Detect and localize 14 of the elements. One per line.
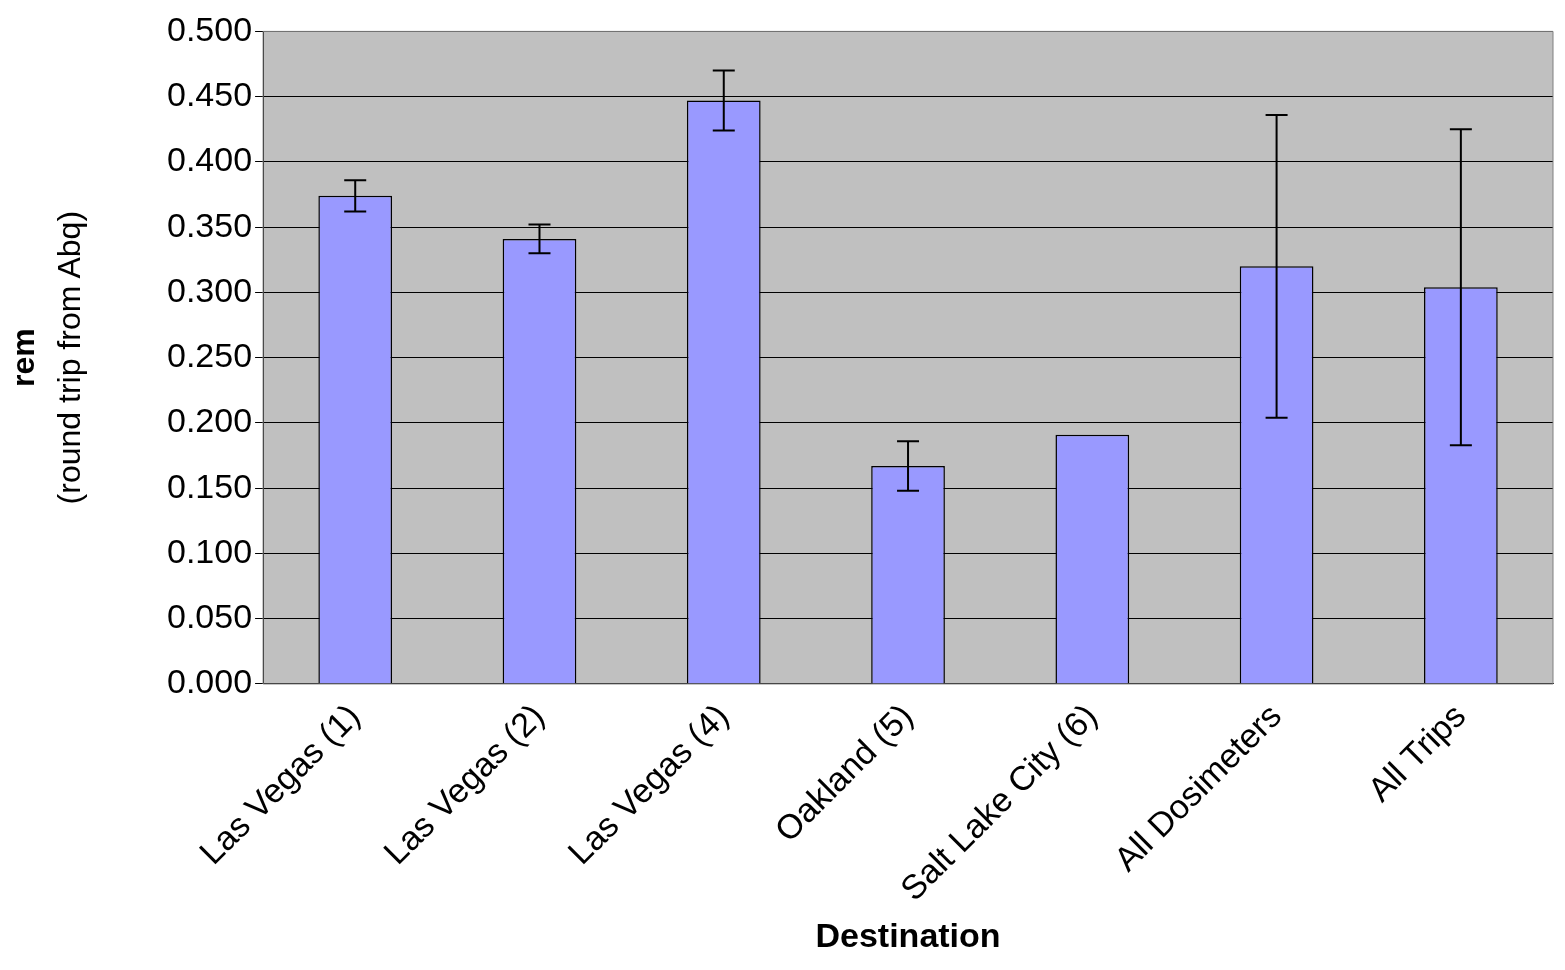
y-tick-label: 0.350 (166, 205, 253, 244)
y-tick-label: 0.300 (166, 270, 253, 309)
y-tick-label: 0.500 (166, 9, 253, 48)
y-tick-label: 0.200 (166, 401, 253, 440)
y-tick-label: 0.100 (166, 531, 253, 570)
y-tick-label: 0.050 (166, 597, 253, 636)
y-tick-label: 0.450 (166, 75, 253, 114)
x-tick-label: All Trips (1360, 696, 1473, 809)
x-axis-title: Destination (815, 915, 1001, 954)
y-tick-label: 0.000 (166, 662, 253, 701)
y-tick-label: 0.250 (166, 336, 253, 375)
y-tick-label: 0.150 (166, 466, 253, 505)
y-tick-label: 0.400 (166, 140, 253, 179)
y-axis-title: rem (round trip from Abq) (4, 210, 87, 505)
